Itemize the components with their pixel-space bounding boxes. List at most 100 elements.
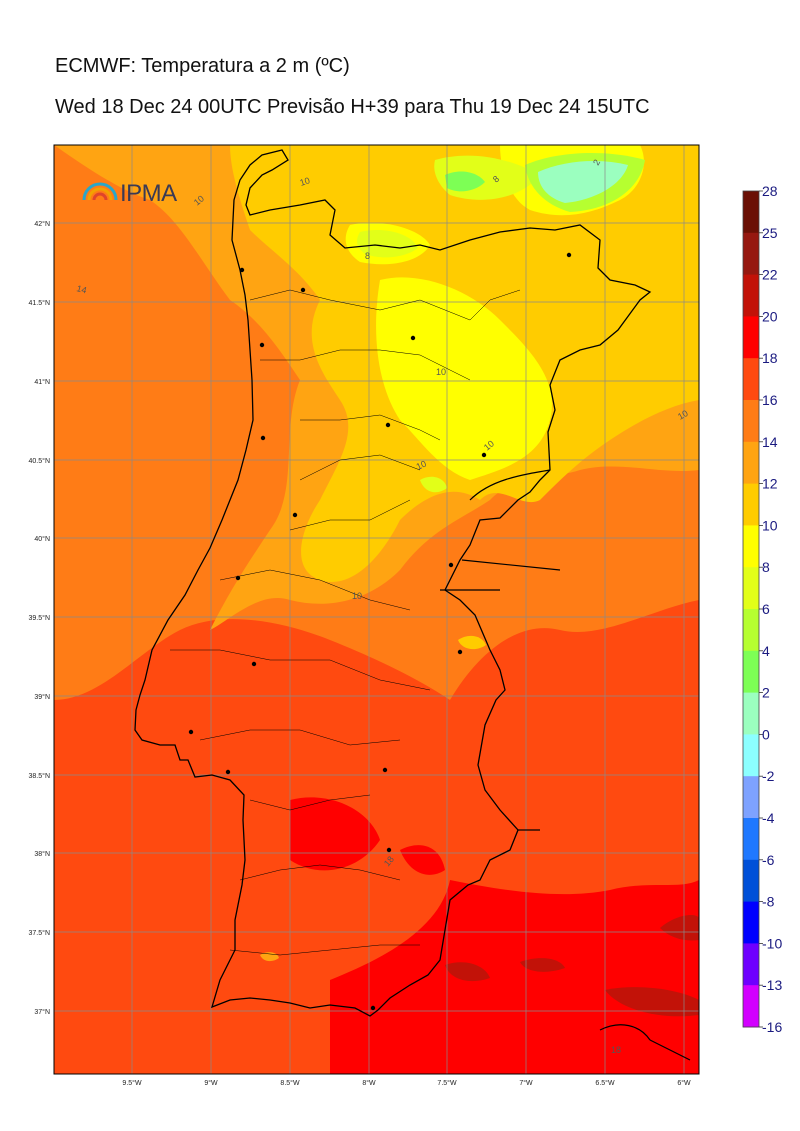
colorbar-label: -8	[762, 894, 775, 910]
contour-label: 10	[676, 408, 690, 422]
colorbar-label: -2	[762, 768, 775, 784]
map-frame	[53, 144, 700, 1075]
contour-label: 10	[192, 193, 206, 207]
temperature-band-20-22-a	[445, 962, 490, 982]
colorbar-label: 22	[762, 267, 778, 283]
contour-label: 8	[491, 174, 501, 185]
lat-tick-label: 41°N	[34, 378, 50, 386]
temperature-band-20-22-c	[605, 987, 699, 1017]
contour-label: 10	[436, 367, 446, 377]
map-subtitle: Wed 18 Dec 24 00UTC Previsão H+39 para T…	[55, 96, 650, 118]
colorbar-label: 4	[762, 643, 770, 659]
colorbar-segment	[743, 650, 759, 694]
colorbar-segment	[743, 232, 759, 276]
colorbar-label: 6	[762, 601, 770, 617]
lat-tick-label: 37°N	[34, 1008, 50, 1016]
lat-tick-label: 41.5°N	[29, 299, 50, 307]
colorbar-label: 12	[762, 476, 778, 492]
lat-tick-label: 38.5°N	[29, 772, 50, 780]
colorbar-label: 28	[762, 183, 778, 199]
colorbar-label: -13	[762, 977, 782, 993]
colorbar-label: 14	[762, 434, 778, 450]
lon-tick-label: 9.5°W	[122, 1079, 142, 1087]
colorbar-segment	[743, 567, 759, 610]
colorbar-label: 18	[762, 350, 778, 366]
temperature-band-18-20-south	[330, 880, 699, 1074]
colorbar-segment	[743, 776, 759, 819]
colorbar-segment	[743, 274, 759, 317]
colorbar-segment	[743, 943, 759, 986]
lon-tick-label: 9°W	[204, 1079, 218, 1087]
city-dots	[188, 252, 572, 1011]
colorbar-label: 8	[762, 559, 770, 575]
map-title: ECMWF: Temperatura a 2 m (ºC)	[55, 55, 350, 77]
contour-labels: 10 10 8 2 14 8 10 10 10 10 10 18 18 14	[75, 158, 689, 1055]
colorbar-segment	[743, 316, 759, 359]
lat-tick-label: 40.5°N	[29, 457, 50, 465]
colorbar-label: 16	[762, 392, 778, 408]
colorbar-label: -10	[762, 935, 782, 951]
temperature-band-6-8-center	[420, 476, 447, 493]
district-borders	[170, 289, 521, 956]
lon-tick-label: 7°W	[519, 1079, 533, 1087]
latitude-axis: 42°N 41.5°N 41°N 40.5°N 40°N 39.5°N 39°N…	[29, 220, 50, 1016]
colorbar-segment	[743, 692, 759, 735]
colorbar-segment	[743, 483, 759, 526]
colorbar-segment	[743, 734, 759, 777]
colorbar-label: 10	[762, 517, 778, 533]
contour-label: 10	[415, 459, 428, 472]
temperature-band-0-2-north	[538, 160, 628, 203]
logo-arc-icon	[87, 187, 113, 201]
temperature-field	[54, 145, 699, 1074]
logo-arc-icon	[92, 192, 108, 201]
temperature-band-18-20-center	[400, 845, 445, 875]
contour-label: 10	[352, 591, 362, 601]
colorbar-label: -6	[762, 852, 775, 868]
longitude-axis: 9.5°W 9°W 8.5°W 8°W 7.5°W 7°W 6.5°W 6°W	[122, 1079, 691, 1087]
colorbar-label: 2	[762, 685, 770, 701]
temperature-band-20-22-d	[660, 915, 699, 941]
contour-label: 18	[611, 1045, 621, 1055]
colorbar-label: -16	[762, 1019, 782, 1035]
contour-label: 10	[299, 175, 312, 188]
temperature-band-18-20-west	[290, 797, 380, 871]
colorbar-segment	[743, 525, 759, 568]
lon-tick-label: 8.5°W	[280, 1079, 300, 1087]
contour-label: 8	[365, 251, 370, 261]
lon-tick-label: 8°W	[362, 1079, 376, 1087]
colorbar-label: -4	[762, 810, 775, 826]
lat-tick-label: 38°N	[34, 850, 50, 858]
contour-label: 14	[75, 283, 87, 295]
colorbar-segment	[743, 985, 759, 1028]
colorbar-label: 20	[762, 308, 778, 324]
contour-label: 18	[382, 854, 396, 868]
spain-border	[440, 469, 691, 1061]
lat-tick-label: 40°N	[34, 535, 50, 543]
colorbar-segment	[743, 818, 759, 861]
lat-tick-label: 39.5°N	[29, 614, 50, 622]
contour-label: 10	[482, 438, 496, 452]
lon-tick-label: 7.5°W	[437, 1079, 457, 1087]
temperature-band-20-22-b	[520, 958, 565, 972]
lon-tick-label: 6.5°W	[595, 1079, 615, 1087]
contour-label: 2	[591, 158, 602, 167]
colorbar-segment	[743, 358, 759, 401]
ipma-logo: IPMA	[82, 180, 178, 207]
colorbar-label: 0	[762, 726, 770, 742]
lat-tick-label: 39°N	[34, 693, 50, 701]
colorbar-segment	[743, 859, 759, 903]
temperature-band-2-4-north-a	[445, 171, 485, 192]
colorbar-segment	[743, 191, 759, 234]
logo-text: IPMA	[120, 180, 177, 207]
logo-arc-icon	[82, 182, 118, 201]
temperature-band-10-12-center	[458, 635, 486, 650]
temperature-band-6-8-northwest	[357, 229, 418, 258]
graticule	[54, 145, 699, 1074]
portugal-coastline	[134, 149, 652, 1017]
lat-tick-label: 37.5°N	[29, 929, 50, 937]
coastline-and-borders	[134, 149, 691, 1061]
colorbar-label: 25	[762, 225, 778, 241]
lat-tick-label: 42°N	[34, 220, 50, 228]
